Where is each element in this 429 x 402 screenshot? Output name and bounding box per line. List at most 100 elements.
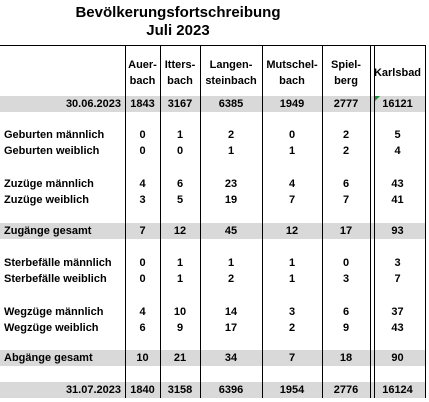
value-cell: 2 — [288, 322, 296, 334]
value-cell: 1949 — [279, 98, 305, 110]
value-cell: 1954 — [279, 384, 305, 396]
value-cell: 45 — [224, 225, 238, 237]
column-header: Auer- — [128, 59, 157, 71]
value-cell: 1 — [176, 257, 184, 269]
column-line — [200, 45, 201, 398]
title-line: Juli 2023 — [146, 22, 210, 39]
value-cell: 0 — [176, 145, 184, 157]
value-cell: 12 — [173, 225, 187, 237]
column-line — [322, 45, 323, 398]
value-cell: 2776 — [333, 384, 359, 396]
value-cell: 1843 — [130, 98, 155, 110]
value-cell: 17 — [339, 225, 353, 237]
value-cell: 37 — [391, 306, 404, 318]
column-line — [125, 45, 126, 398]
value-cell: 3 — [139, 194, 146, 206]
value-cell: 23 — [224, 178, 238, 190]
value-cell: 3 — [342, 273, 350, 285]
value-cell: 7 — [139, 225, 146, 237]
column-line — [425, 45, 426, 398]
title-line: Bevölkerungsfortschreibung — [75, 4, 281, 21]
value-cell: 1 — [227, 257, 235, 269]
value-cell: 2 — [342, 145, 350, 157]
value-cell: 10 — [173, 306, 187, 318]
column-header: Spiel- — [331, 59, 361, 71]
value-cell: 34 — [224, 352, 238, 364]
column-header: Karlsbad — [373, 67, 422, 79]
value-cell: 3 — [394, 257, 401, 269]
value-cell: 2 — [342, 129, 350, 141]
row-label: Wegzüge männlich — [4, 306, 104, 318]
value-cell: 1840 — [130, 384, 155, 396]
column-line — [370, 45, 371, 398]
value-cell: 3 — [288, 306, 296, 318]
value-cell: 4 — [139, 178, 146, 190]
value-cell: 1 — [288, 273, 296, 285]
value-cell: 2 — [227, 273, 235, 285]
value-cell: 7 — [342, 194, 350, 206]
value-cell: 2777 — [333, 98, 359, 110]
cell-marker — [375, 96, 380, 101]
row-shade — [0, 382, 425, 398]
value-cell: 21 — [173, 352, 187, 364]
value-cell: 10 — [136, 352, 149, 364]
row-shade — [0, 223, 425, 239]
row-label: Zuzüge weiblich — [4, 194, 89, 206]
column-header: bach — [167, 75, 193, 87]
row-label: Geburten männlich — [4, 129, 105, 141]
value-cell: 41 — [391, 194, 404, 206]
value-cell: 0 — [288, 129, 296, 141]
value-cell: 4 — [288, 178, 296, 190]
row-label: Sterbefälle männlich — [4, 257, 112, 269]
value-cell: 6 — [139, 322, 146, 334]
value-cell: 1 — [288, 145, 296, 157]
value-cell: 16124 — [382, 384, 413, 396]
row-label: Wegzüge weiblich — [4, 322, 99, 334]
value-cell: 9 — [342, 322, 350, 334]
row-shade — [0, 350, 425, 366]
value-cell: 0 — [139, 129, 146, 141]
value-cell: 6 — [176, 178, 184, 190]
column-header: Langen- — [209, 59, 253, 71]
row-label: 30.06.2023 — [65, 98, 121, 110]
value-cell: 43 — [391, 322, 404, 334]
value-cell: 93 — [391, 225, 404, 237]
value-cell: 3158 — [167, 384, 193, 396]
value-cell: 6 — [342, 178, 350, 190]
column-header: bach — [279, 75, 305, 87]
column-header: Mutschel- — [266, 59, 318, 71]
column-header: berg — [334, 75, 358, 87]
row-label: Abgänge gesamt — [4, 352, 93, 364]
row-label: Sterbefälle weiblich — [4, 273, 107, 285]
column-line — [160, 45, 161, 398]
value-cell: 18 — [339, 352, 353, 364]
header-line — [0, 45, 425, 46]
column-line — [374, 45, 375, 398]
value-cell: 2 — [227, 129, 235, 141]
value-cell: 0 — [139, 257, 146, 269]
value-cell: 0 — [139, 145, 146, 157]
value-cell: 6385 — [218, 98, 244, 110]
row-label: Geburten weiblich — [4, 145, 100, 157]
value-cell: 19 — [224, 194, 238, 206]
column-header: steinbach — [205, 75, 257, 87]
value-cell: 6 — [342, 306, 350, 318]
row-label: Zuzüge männlich — [4, 178, 94, 190]
value-cell: 0 — [342, 257, 350, 269]
value-cell: 0 — [139, 273, 146, 285]
row-label: Zugänge gesamt — [4, 225, 92, 237]
value-cell: 6396 — [218, 384, 244, 396]
value-cell: 17 — [224, 322, 238, 334]
value-cell: 1 — [288, 257, 296, 269]
value-cell: 5 — [176, 194, 184, 206]
value-cell: 90 — [391, 352, 404, 364]
value-cell: 4 — [394, 145, 401, 157]
value-cell: 1 — [227, 145, 235, 157]
value-cell: 16121 — [382, 98, 413, 110]
value-cell: 7 — [288, 352, 296, 364]
value-cell: 14 — [224, 306, 238, 318]
value-cell: 7 — [394, 273, 401, 285]
value-cell: 1 — [176, 273, 184, 285]
value-cell: 4 — [139, 306, 146, 318]
